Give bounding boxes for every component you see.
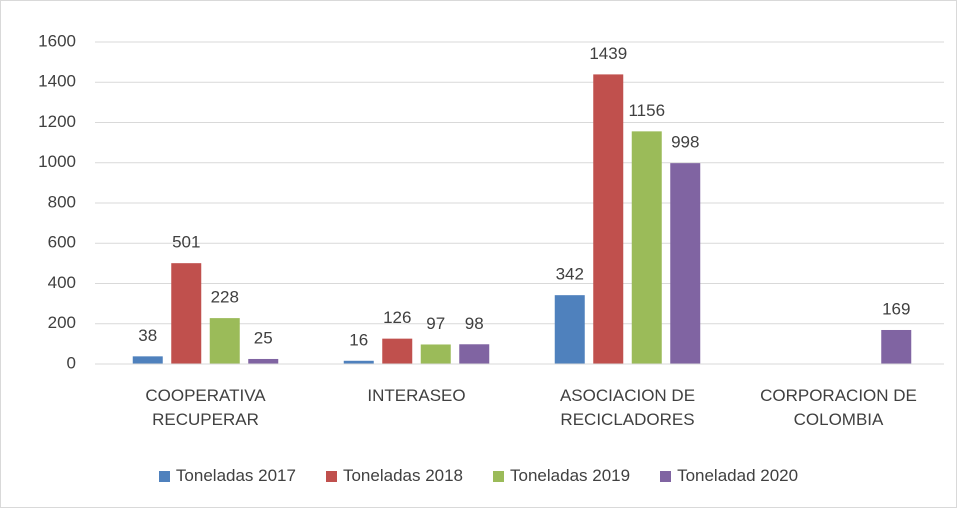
data-label: 1156	[628, 101, 665, 120]
bar	[554, 295, 585, 364]
bar	[343, 360, 374, 364]
legend-item: Toneladas 2019	[493, 466, 630, 486]
x-tick-label: INTERASEO	[367, 386, 466, 405]
y-tick-label: 200	[48, 313, 76, 332]
bar	[593, 74, 624, 365]
bar	[459, 344, 490, 364]
legend-swatch	[660, 470, 672, 482]
data-label: 1439	[589, 44, 627, 63]
bar	[382, 338, 413, 364]
bar	[248, 358, 279, 364]
legend-label: Toneladas 2017	[175, 466, 296, 485]
y-tick-label: 1600	[38, 31, 76, 50]
legend-item: Toneladas 2017	[158, 466, 296, 486]
x-tick-label: CORPORACION DE COLOMBIA	[760, 386, 917, 429]
bar	[209, 318, 240, 364]
y-tick-label: 1400	[38, 72, 76, 91]
bar	[631, 131, 662, 364]
legend-swatch	[325, 470, 337, 482]
bar	[881, 329, 912, 364]
data-label: 998	[671, 133, 699, 152]
y-tick-label: 400	[48, 273, 76, 292]
legend-label: Toneladas 2018	[342, 466, 464, 485]
y-tick-label: 1200	[38, 112, 76, 131]
y-tick-label: 800	[48, 192, 76, 211]
data-label: 126	[383, 308, 411, 327]
legend-swatch	[158, 470, 170, 482]
y-tick-label: 1000	[38, 152, 76, 171]
y-tick-label: 0	[67, 353, 76, 372]
bar	[420, 344, 451, 364]
data-label: 98	[465, 314, 484, 333]
data-label: 501	[172, 233, 200, 252]
legend-swatch	[493, 470, 505, 482]
legend-item: Toneladas 2018	[325, 466, 464, 486]
data-label: 97	[426, 314, 445, 333]
data-label: 38	[138, 326, 157, 345]
legend: Toneladas 2017 Toneladas 2018 Toneladas 20…	[0, 466, 957, 486]
bar	[171, 263, 202, 364]
legend-label: Toneladas 2019	[510, 466, 631, 485]
data-label: 16	[349, 330, 368, 349]
bar	[132, 356, 163, 364]
y-tick-label: 600	[48, 233, 76, 252]
data-label: 342	[556, 265, 584, 284]
bar	[670, 163, 701, 364]
data-label: 228	[211, 288, 239, 307]
data-label: 25	[254, 328, 273, 347]
x-tick-label: ASOCIACION DE RECICLADORES	[559, 386, 696, 429]
data-label: 169	[882, 299, 910, 318]
legend-label: Toneladad 2020	[677, 466, 799, 485]
legend-item: Toneladad 2020	[660, 466, 798, 486]
x-tick-label: COOPERATIVA RECUPERAR	[145, 386, 266, 429]
